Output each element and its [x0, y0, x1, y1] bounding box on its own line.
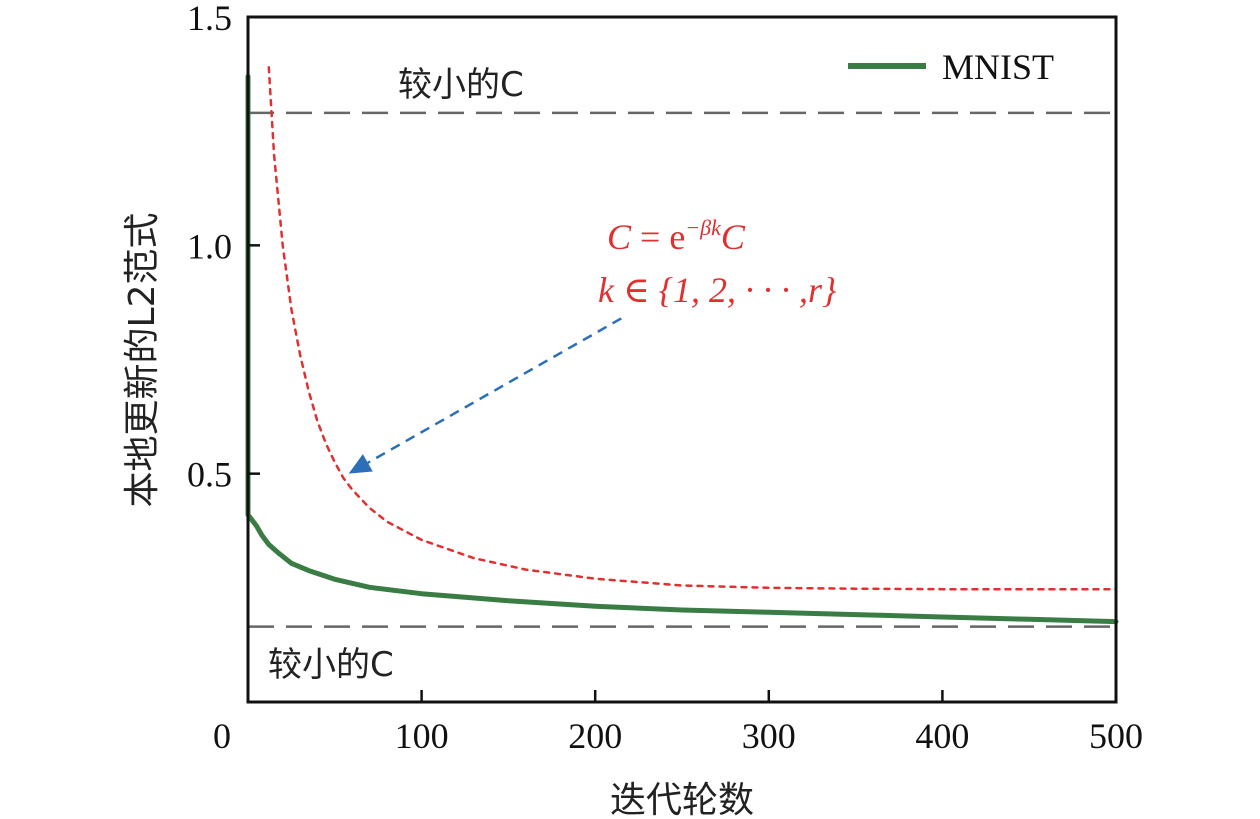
ticks-layer: 0 100 200 300 400 500 0.5 1.0 1.5 — [187, 0, 1143, 756]
annotation-arrow-head — [348, 454, 373, 474]
x-tick-label-500: 500 — [1089, 716, 1143, 756]
plot-border — [246, 15, 1118, 704]
series-line-mnist — [245, 73, 1119, 625]
series-layer — [245, 65, 1119, 625]
annotation-arrow-shaft — [367, 317, 622, 464]
x-axis-title: 迭代轮数 — [610, 780, 754, 819]
formula-line2-text: k ∈ {1, 2, · · · ,r} — [598, 270, 837, 310]
formula-rhs: C — [721, 217, 746, 257]
legend-label-mnist: MNIST — [942, 47, 1054, 87]
y-tick-label-1.5: 1.5 — [187, 0, 232, 38]
reference-lines — [248, 111, 1116, 628]
y-axis-title: 本地更新的L2范式 — [122, 213, 163, 508]
series-line-exponential-decay — [267, 65, 1118, 591]
reference-label-lower: 较小的C — [268, 645, 394, 685]
formula-annotation-line2: k ∈ {1, 2, · · · ,r} — [598, 270, 837, 310]
formula-eq: = e — [631, 217, 685, 257]
x-tick-label-100: 100 — [395, 716, 449, 756]
reference-label-upper: 较小的C — [398, 65, 524, 105]
x-tick-label-200: 200 — [568, 716, 622, 756]
reference-label-upper-text: 较小的C — [398, 65, 524, 105]
plot-frame — [246, 15, 1118, 704]
x-tick-label-0: 0 — [213, 716, 231, 756]
x-tick-label-400: 400 — [915, 716, 969, 756]
reference-label-lower-text: 较小的C — [268, 645, 394, 685]
formula-annotation-line1: C = e−βkC — [607, 215, 746, 257]
arrow-layer — [348, 317, 622, 474]
y-tick-label-1: 1.0 — [187, 226, 232, 266]
y-tick-label-0.5: 0.5 — [187, 455, 232, 495]
formula-lhs: C — [607, 217, 632, 257]
formula-sup: −βk — [685, 215, 722, 240]
x-tick-label-300: 300 — [742, 716, 796, 756]
legend: MNIST — [848, 47, 1054, 87]
